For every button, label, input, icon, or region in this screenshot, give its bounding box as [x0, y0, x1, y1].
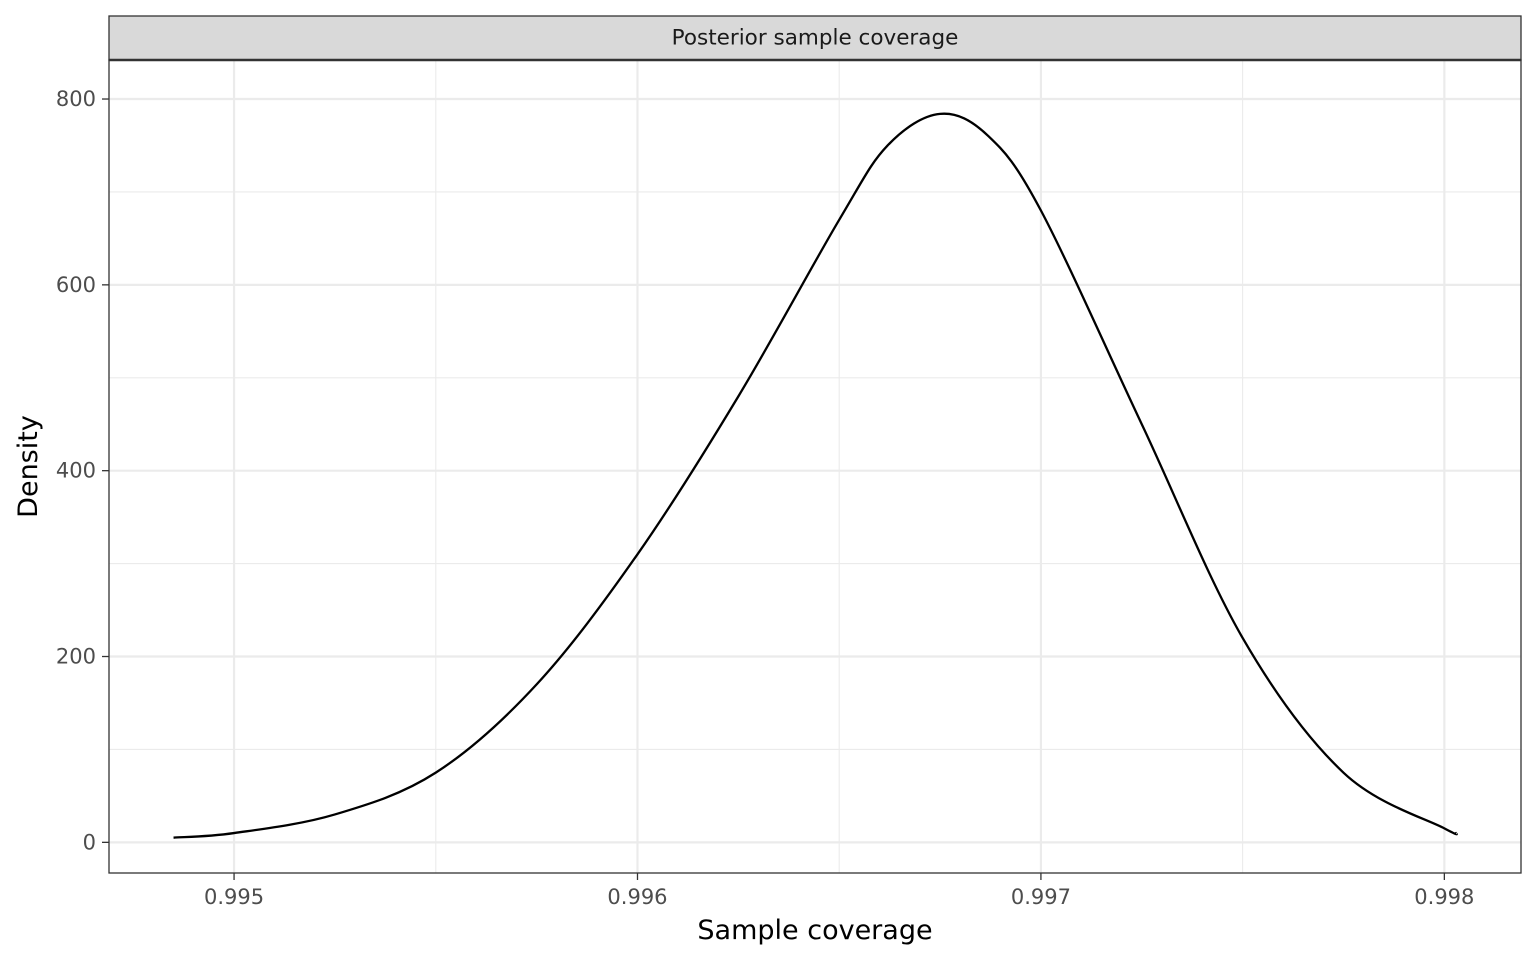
density-curve	[173, 112, 1458, 839]
x-axis-title: Sample coverage	[697, 915, 932, 946]
y-tick-label: 200	[56, 645, 96, 669]
y-tick-label: 0	[83, 830, 96, 854]
panel-border	[108, 59, 1522, 874]
y-tick-label: 600	[56, 273, 96, 297]
facet-strip: Posterior sample coverage	[108, 15, 1522, 62]
y-tick-label: 800	[56, 87, 96, 111]
y-tick-label: 400	[56, 459, 96, 483]
x-tick-label: 0.998	[1414, 885, 1474, 909]
x-axis: 0.995 0.996 0.997 0.998	[204, 873, 1474, 909]
y-axis: 0 200 400 600 800	[56, 87, 109, 854]
x-tick-label: 0.995	[204, 885, 264, 909]
minor-gridlines	[109, 60, 1521, 873]
y-axis-title: Density	[13, 415, 44, 518]
facet-title: Posterior sample coverage	[672, 26, 959, 51]
x-tick-label: 0.996	[607, 885, 667, 909]
x-tick-label: 0.997	[1011, 885, 1071, 909]
major-gridlines	[109, 60, 1521, 873]
